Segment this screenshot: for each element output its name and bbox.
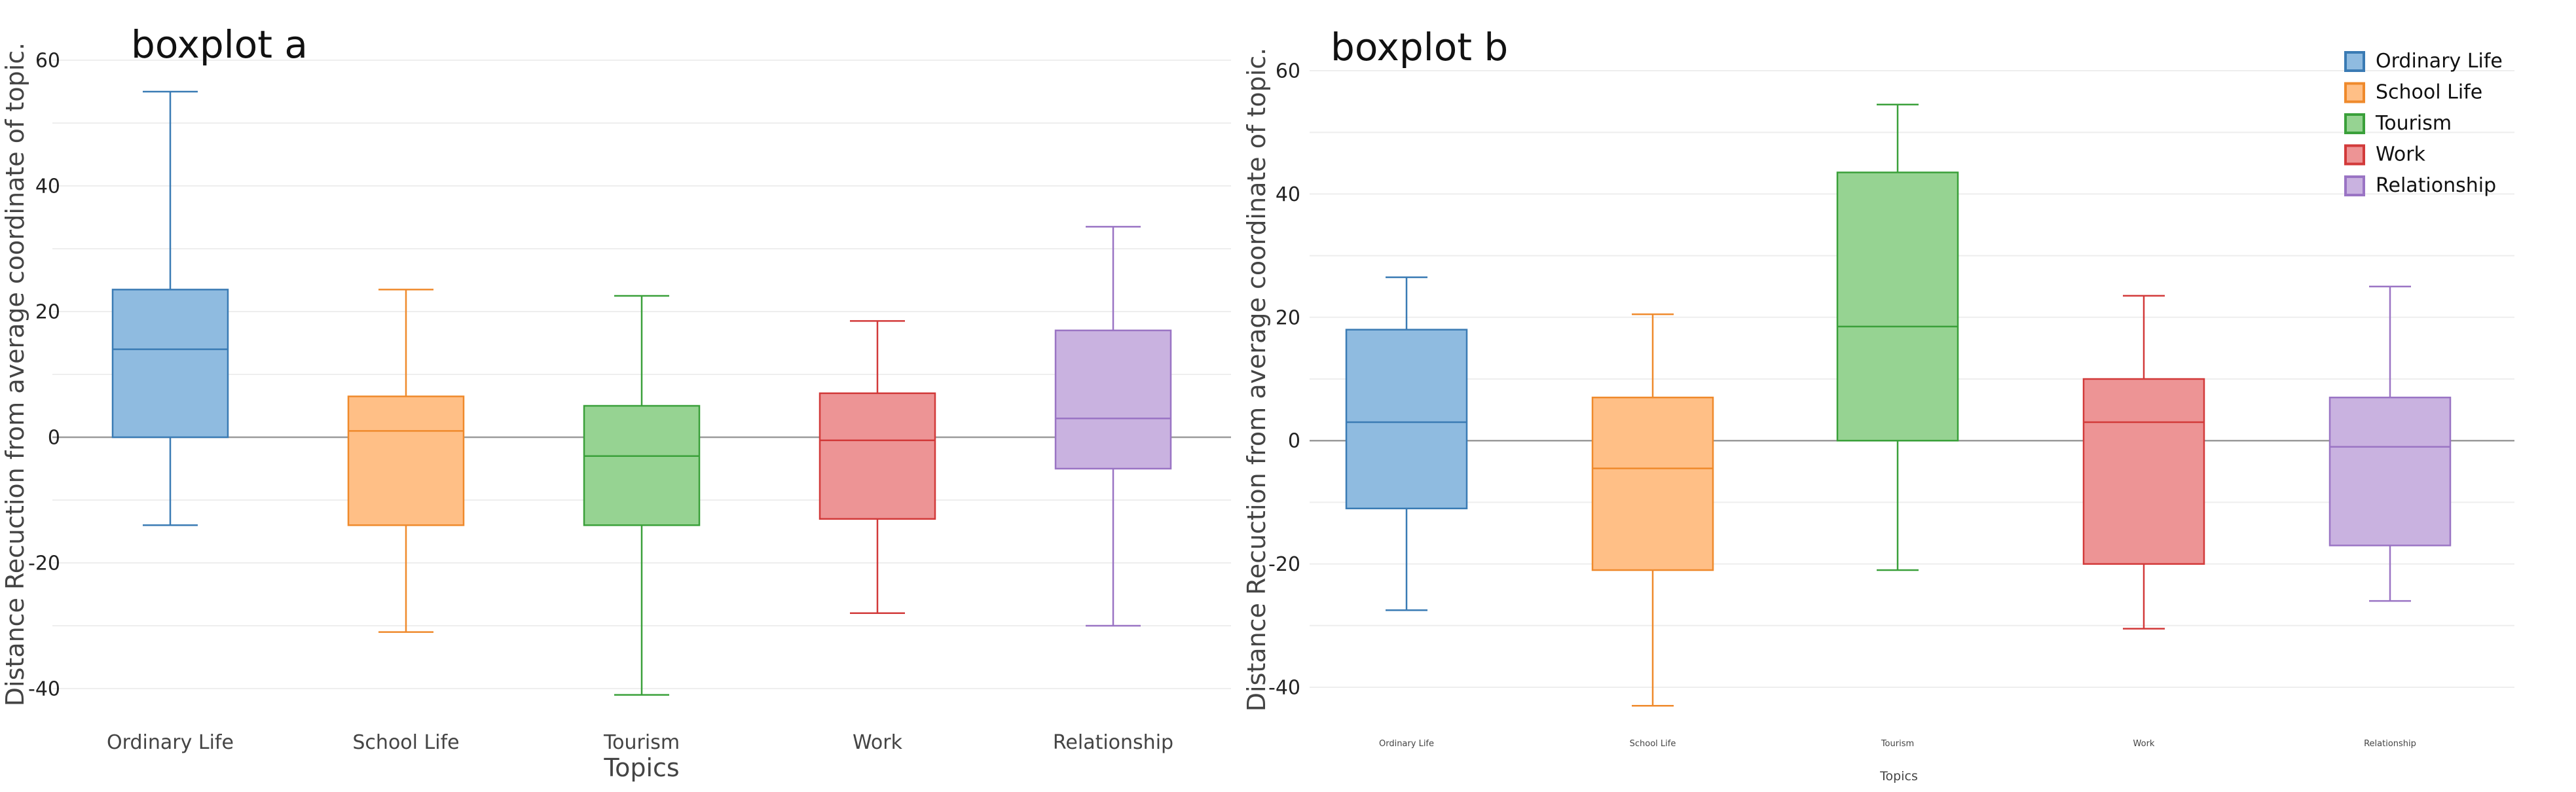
y-tick-label-a: 20 bbox=[35, 301, 60, 324]
box-body bbox=[583, 405, 701, 526]
x-tick-label-b-tourism: Tourism bbox=[1881, 739, 1914, 749]
box-body bbox=[347, 395, 465, 526]
y-tick-label-a: -20 bbox=[28, 552, 60, 575]
legend-item-relationship: Relationship bbox=[2344, 174, 2496, 197]
legend-label: Tourism bbox=[2375, 112, 2452, 135]
chart-title-b: boxplot b bbox=[1331, 25, 1508, 69]
y-axis-label-a: Distance Recuction from average coordina… bbox=[1, 43, 29, 706]
y-tick-label-b: 40 bbox=[1276, 183, 1300, 206]
box-body bbox=[1836, 171, 1959, 442]
legend-label: Ordinary Life bbox=[2376, 50, 2503, 73]
box-body bbox=[1591, 397, 1714, 571]
x-tick-label-b-work: Work bbox=[2133, 739, 2155, 749]
legend-swatch bbox=[2344, 144, 2365, 166]
legend-item-work: Work bbox=[2344, 143, 2426, 166]
legend-swatch bbox=[2344, 113, 2365, 134]
box-a-school-life bbox=[347, 289, 465, 633]
y-tick-label-a: 40 bbox=[35, 175, 60, 198]
box-a-relationship bbox=[1054, 226, 1172, 627]
legend-label: Work bbox=[2376, 143, 2426, 166]
box-b-ordinary-life bbox=[1345, 276, 1468, 611]
x-tick-label-a-ordinary-life: Ordinary Life bbox=[107, 731, 234, 754]
box-b-school-life bbox=[1591, 313, 1714, 707]
y-tick-label-b: -40 bbox=[1268, 677, 1300, 700]
box-body bbox=[1054, 329, 1172, 470]
legend-item-tourism: Tourism bbox=[2344, 112, 2452, 135]
box-body bbox=[2328, 397, 2452, 547]
y-tick-label-b: 60 bbox=[1276, 60, 1300, 83]
x-tick-label-b-ordinary-life: Ordinary Life bbox=[1379, 739, 1434, 749]
box-a-tourism bbox=[583, 295, 701, 696]
legend-label: Relationship bbox=[2376, 174, 2496, 197]
y-tick-label-a: 0 bbox=[48, 427, 60, 450]
legend-swatch bbox=[2344, 51, 2365, 72]
legend-swatch bbox=[2344, 175, 2365, 196]
y-tick-label-b: 20 bbox=[1276, 306, 1300, 329]
box-body bbox=[2082, 378, 2205, 565]
legend-b: Ordinary Life School Life Tourism Work Relat… bbox=[2344, 50, 2503, 197]
y-tick-label-b: 0 bbox=[1288, 430, 1300, 453]
box-b-work bbox=[2082, 295, 2205, 630]
box-body bbox=[1345, 329, 1468, 510]
y-axis-label-b: Distance Recuction from average coordina… bbox=[1242, 48, 1271, 711]
box-a-work bbox=[819, 320, 936, 615]
x-tick-label-a-work: Work bbox=[853, 731, 903, 754]
y-tick-label-b: -20 bbox=[1268, 553, 1300, 576]
x-tick-label-a-relationship: Relationship bbox=[1053, 731, 1173, 754]
box-b-tourism bbox=[1836, 103, 1959, 571]
box-b-relationship bbox=[2328, 285, 2452, 602]
x-tick-label-a-school-life: School Life bbox=[352, 731, 459, 754]
x-axis-label-a: Topics bbox=[603, 753, 679, 782]
y-tick-label-a: -40 bbox=[28, 678, 60, 701]
x-tick-label-a-tourism: Tourism bbox=[603, 731, 680, 754]
x-tick-label-b-school-life: School Life bbox=[1630, 739, 1676, 749]
box-a-ordinary-life bbox=[111, 90, 229, 526]
x-tick-label-b-relationship: Relationship bbox=[2364, 739, 2416, 749]
box-body bbox=[819, 392, 936, 520]
x-axis-label-b: Topics bbox=[1879, 769, 1918, 783]
y-tick-label-a: 60 bbox=[35, 50, 60, 73]
box-body bbox=[111, 289, 229, 439]
legend-item-school-life: School Life bbox=[2344, 81, 2482, 103]
legend-item-ordinary-life: Ordinary Life bbox=[2344, 50, 2503, 73]
legend-swatch bbox=[2344, 82, 2365, 103]
chart-title-a: boxplot a bbox=[131, 22, 308, 67]
legend-label: School Life bbox=[2376, 81, 2482, 103]
